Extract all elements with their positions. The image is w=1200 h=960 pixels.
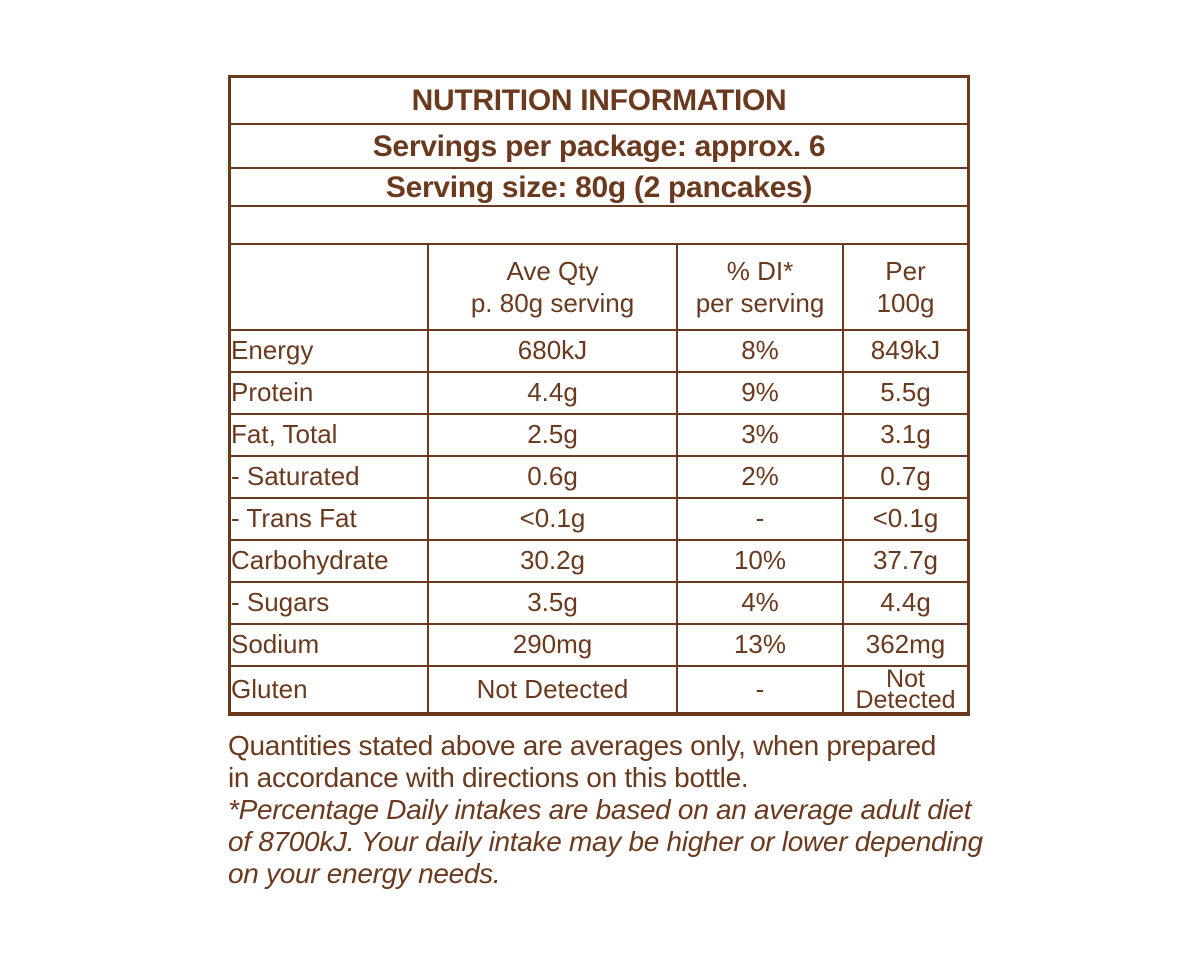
footnote-averages: Quantities stated above are averages onl…	[228, 730, 970, 794]
nutrient-name-cell: Energy	[231, 330, 429, 373]
nutrient-name-cell: Protein	[231, 372, 429, 415]
nutrition-label: NUTRITION INFORMATION Servings per packa…	[228, 75, 983, 890]
nutrient-row-sugars: - Sugars 3.5g 4% 4.4g	[231, 582, 967, 625]
footnote-line: in accordance with directions on this bo…	[228, 761, 749, 793]
nutrient-name-cell: Fat, Total	[231, 414, 429, 457]
nutrient-name-cell: Carbohydrate	[231, 540, 429, 583]
footnote-line: of 8700kJ. Your daily intake may be high…	[228, 825, 983, 857]
column-header-row: Ave Qty p. 80g serving % DI* per serving…	[231, 245, 967, 331]
ave-qty-cell: 290mg	[428, 624, 678, 667]
di-cell: 3%	[677, 414, 844, 457]
spacer-row	[231, 207, 967, 245]
footnotes: Quantities stated above are averages onl…	[228, 730, 983, 890]
nutrient-row-saturated: - Saturated 0.6g 2% 0.7g	[231, 456, 967, 499]
di-cell: 9%	[677, 372, 844, 415]
di-cell: 4%	[677, 582, 844, 625]
per-100g-cell: 37.7g	[843, 540, 967, 583]
nutrient-row-trans-fat: - Trans Fat <0.1g - <0.1g	[231, 498, 967, 541]
per-100g-cell: 3.1g	[843, 414, 967, 457]
di-cell: -	[677, 498, 844, 541]
di-cell: 13%	[677, 624, 844, 667]
nutrient-row-sodium: Sodium 290mg 13% 362mg	[231, 624, 967, 667]
nutrient-row-fat-total: Fat, Total 2.5g 3% 3.1g	[231, 414, 967, 457]
di-cell: -	[677, 666, 844, 712]
footnote-line: *Percentage Daily intakes are based on a…	[228, 793, 972, 825]
nutrient-name-cell: - Saturated	[231, 456, 429, 499]
footnote-daily-intake: *Percentage Daily intakes are based on a…	[228, 793, 983, 890]
column-header-nutrient	[231, 245, 429, 331]
nutrient-name-cell: Gluten	[231, 666, 429, 712]
nutrition-table: Ave Qty p. 80g serving % DI* per serving…	[231, 245, 967, 712]
ave-qty-cell: 4.4g	[428, 372, 678, 415]
di-cell: 10%	[677, 540, 844, 583]
di-cell: 8%	[677, 330, 844, 373]
per-100g-cell: 5.5g	[843, 372, 967, 415]
ave-qty-cell: 3.5g	[428, 582, 678, 625]
footnote-line: on your energy needs.	[228, 857, 501, 889]
column-header-ave-qty: Ave Qty p. 80g serving	[428, 245, 678, 331]
di-cell: 2%	[677, 456, 844, 499]
ave-qty-cell: Not Detected	[428, 666, 678, 712]
per-100g-cell: Not Detected	[855, 666, 956, 712]
serving-size: Serving size: 80g (2 pancakes)	[231, 169, 967, 207]
per-100g-cell: 0.7g	[843, 456, 967, 499]
per-100g-cell: 362mg	[843, 624, 967, 667]
nutrient-name-cell: Sodium	[231, 624, 429, 667]
nutrient-row-energy: Energy 680kJ 8% 849kJ	[231, 330, 967, 373]
per-100g-cell: <0.1g	[843, 498, 967, 541]
servings-per-package: Servings per package: approx. 6	[231, 125, 967, 169]
nutrient-row-gluten: Gluten Not Detected - Not Detected	[231, 666, 967, 712]
nutrient-row-carbohydrate: Carbohydrate 30.2g 10% 37.7g	[231, 540, 967, 583]
footnote-line: Quantities stated above are averages onl…	[228, 729, 937, 761]
per-100g-cell: 849kJ	[843, 330, 967, 373]
ave-qty-cell: 2.5g	[428, 414, 678, 457]
nutrient-row-protein: Protein 4.4g 9% 5.5g	[231, 372, 967, 415]
ave-qty-cell: 30.2g	[428, 540, 678, 583]
column-header-per-100g: Per 100g	[843, 245, 967, 331]
nutrition-panel: NUTRITION INFORMATION Servings per packa…	[228, 75, 970, 716]
panel-title: NUTRITION INFORMATION	[231, 78, 967, 125]
ave-qty-cell: 680kJ	[428, 330, 678, 373]
ave-qty-cell: <0.1g	[428, 498, 678, 541]
per-100g-cell: 4.4g	[843, 582, 967, 625]
column-header-di: % DI* per serving	[677, 245, 844, 331]
nutrient-name-cell: - Trans Fat	[231, 498, 429, 541]
ave-qty-cell: 0.6g	[428, 456, 678, 499]
nutrient-name-cell: - Sugars	[231, 582, 429, 625]
